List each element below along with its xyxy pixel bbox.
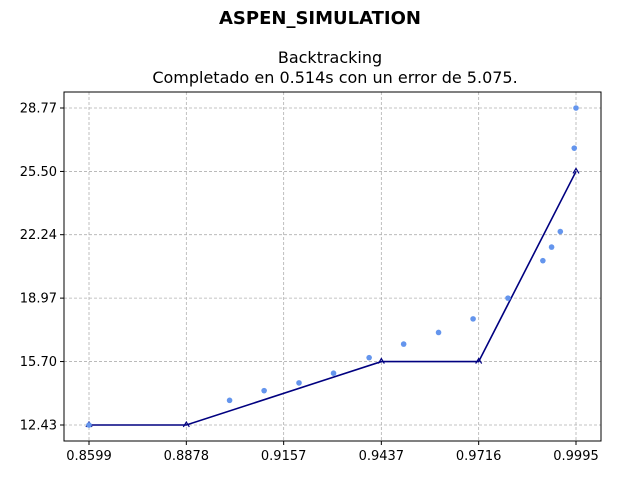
x-tick-label-1: 0.8878 [164,449,210,464]
scatter-point-14 [573,105,579,111]
line-marker-4 [572,167,580,174]
y-tick-label-0: 12.43 [20,419,57,434]
x-tick-label-4: 0.9716 [456,449,502,464]
scatter-point-2 [261,387,267,394]
x-tick-label-5: 0.9995 [553,449,599,464]
grid [64,92,601,441]
y-tick-label-3: 22.24 [20,228,57,243]
scatter-point-12 [557,228,564,235]
y-tick-labels: 12.43 15.70 18.97 22.24 25.50 28.77 [20,102,57,434]
line-marker-3 [475,357,483,364]
line-path [89,171,577,426]
y-tick-label-4: 25.50 [20,165,57,180]
line-marker-1 [182,420,190,428]
scatter-point-11 [548,244,555,250]
scatter-point-0 [86,422,92,428]
line-series [85,167,580,428]
scatter-point-5 [366,354,372,361]
y-tick-label-5: 28.77 [20,102,57,117]
y-tick-label-2: 18.97 [20,292,57,307]
plot-frame [63,91,602,442]
y-tick-label-1: 15.70 [20,355,57,370]
scatter-series [86,105,579,428]
axis-ticks [60,107,577,445]
scatter-point-7 [435,329,442,336]
figure-suptitle: ASPEN_SIMULATION [219,8,421,29]
scatter-point-3 [296,380,302,386]
x-tick-label-3: 0.9437 [359,449,405,464]
scatter-point-8 [470,316,476,322]
scatter-point-9 [505,295,511,301]
scatter-point-6 [400,341,407,347]
x-tick-labels: 0.8599 0.8878 0.9157 0.9437 0.9716 0.9995 [66,449,599,464]
scatter-point-1 [226,397,233,404]
chart-title: Backtracking [278,48,382,67]
x-tick-label-0: 0.8599 [66,449,112,464]
scatter-point-10 [540,257,546,264]
line-marker-2 [377,357,385,364]
scatter-point-4 [330,370,337,377]
scatter-point-13 [571,145,578,151]
x-tick-label-2: 0.9157 [261,449,307,464]
chart-subtitle: Completado en 0.514s con un error de 5.0… [152,68,517,87]
